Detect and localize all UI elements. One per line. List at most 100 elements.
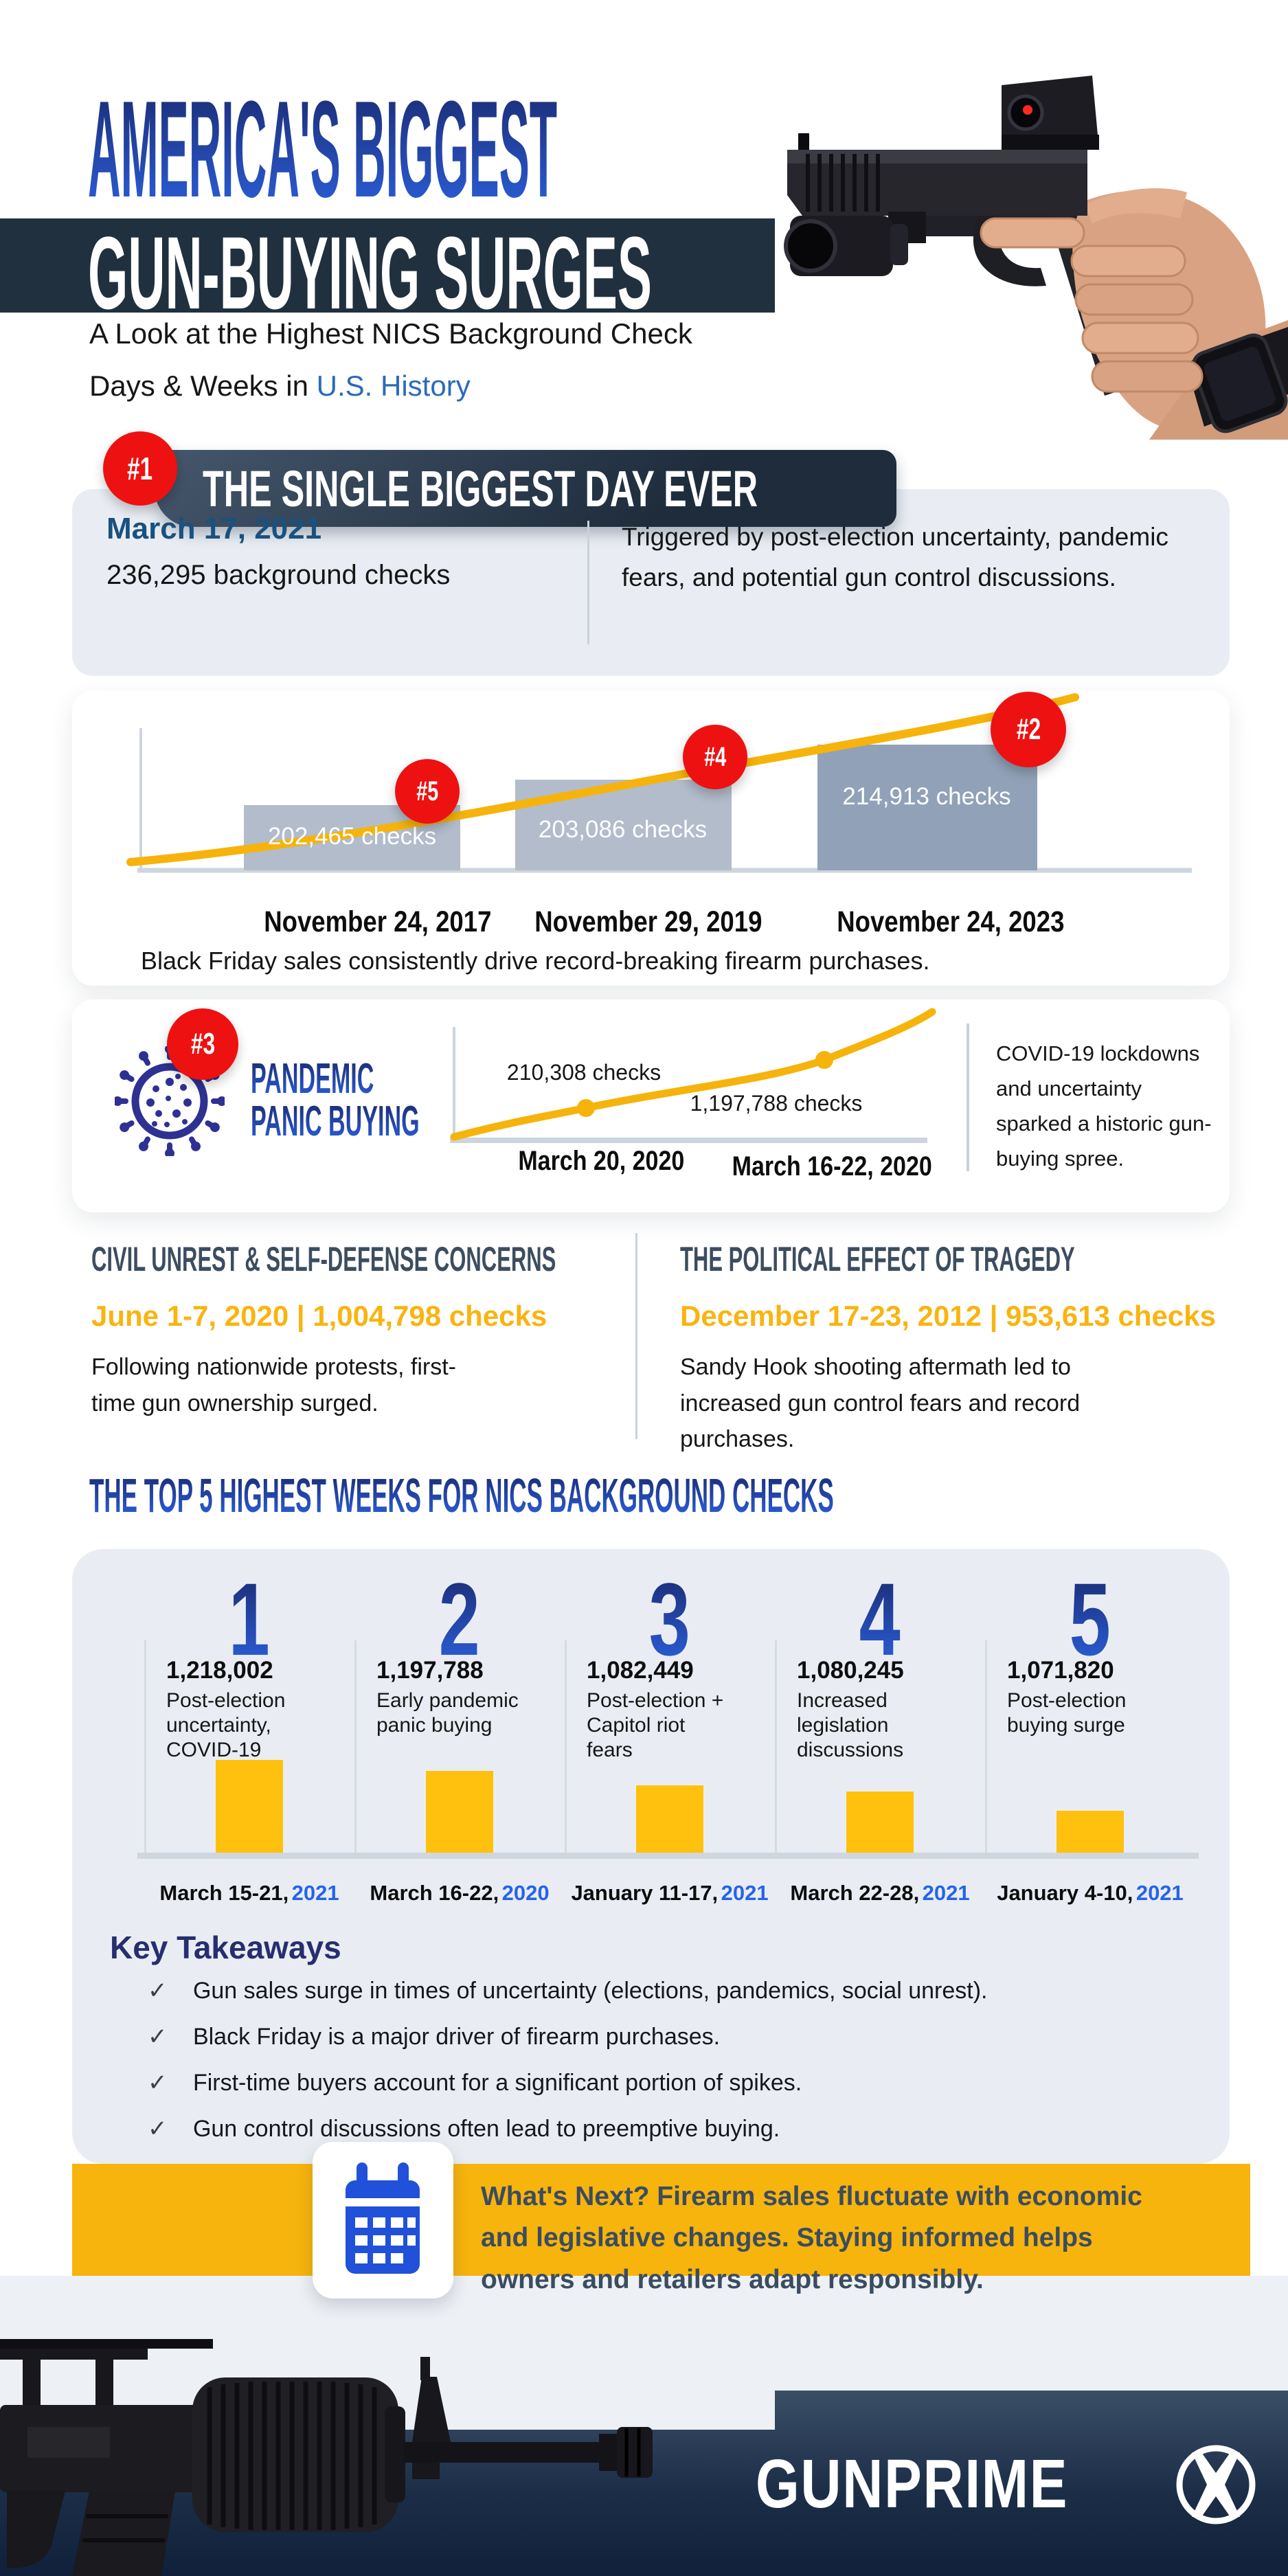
calendar-icon: [346, 2162, 420, 2274]
event-civil-unrest-stat: June 1-7, 2020 | 1,004,798 checks: [91, 1300, 547, 1332]
top5-value-2: 1,197,788: [376, 1657, 484, 1684]
bf-bar-label-2017: 202,465 checks: [267, 823, 437, 850]
brand-logo-icon: [1176, 2445, 1256, 2524]
bf-bar-label-2019: 203,086 checks: [538, 816, 708, 843]
check-icon: ✓: [148, 2116, 168, 2142]
takeaway-item-2: ✓ Black Friday is a major driver of fire…: [148, 2024, 721, 2050]
top5-desc-5: Post-election buying surge: [1007, 1689, 1127, 1737]
top5-date-2: March 16-22, 2020: [370, 1881, 550, 1905]
event-tragedy-stat: December 17-23, 2012 | 953,613 checks: [680, 1300, 1216, 1332]
pandemic-description: COVID-19 lockdowns and uncertainty spark…: [996, 1041, 1212, 1171]
top5-rank-4: 4: [859, 1561, 901, 1677]
bf-trend-curve: [126, 693, 1079, 866]
top5-divider-4: [985, 1640, 987, 1853]
top5-value-3: 1,082,449: [587, 1657, 694, 1684]
subtitle-highlight: U.S. History: [316, 370, 471, 402]
top5-date-4: March 22-28, 2021: [790, 1881, 970, 1905]
single-day-heading-bar: THE SINGLE BIGGEST DAY EVER: [155, 450, 896, 527]
top5-rank-1: 1: [228, 1561, 271, 1677]
top5-rank-5: 5: [1069, 1561, 1111, 1677]
takeaway-item-4: ✓ Gun control discussions often lead to …: [148, 2116, 780, 2142]
top5-divider-1: [354, 1640, 357, 1853]
black-friday-chart: [126, 693, 1192, 873]
bf-bar-label-2023: 214,913 checks: [842, 783, 1011, 810]
subtitle-line2-prefix: Days & Weeks in: [89, 370, 317, 402]
brand-logo: GUNPRIME: [756, 2450, 1137, 2518]
top5-desc-4: Increased legislation discussions: [797, 1689, 904, 1761]
pandemic-title-line2: PANIC BUYING: [251, 1098, 420, 1145]
takeaway-item-1: ✓ Gun sales surge in times of uncertaint…: [148, 1978, 988, 2004]
pandemic-point-1: [577, 1099, 595, 1117]
rank-badge-1: #1: [103, 431, 177, 506]
whats-next-band: [72, 2164, 1250, 2276]
bf-date-2023: November 24, 2023: [837, 905, 1065, 938]
event-tragedy-description: Sandy Hook shooting aftermath led to inc…: [680, 1354, 1081, 1453]
top5-bar-3: [636, 1785, 703, 1853]
subtitle-line2: Days & Weeks in U.S. History: [89, 370, 471, 403]
top5-divider-0: [144, 1640, 146, 1853]
page-title-line1-text: AMERICA'S BIGGEST: [88, 73, 558, 226]
rank-badge-1-label: #1: [127, 451, 153, 486]
event-tragedy-heading: THE POLITICAL EFFECT OF TRAGEDY: [680, 1240, 1075, 1278]
check-icon: ✓: [148, 2070, 168, 2096]
pandemic-point-2: [815, 1051, 833, 1069]
single-day-stat: 236,295 background checks: [106, 560, 451, 590]
top5-desc-2: Early pandemic panic buying: [376, 1689, 519, 1737]
events-divider: [635, 1233, 637, 1439]
top5-bar-5: [1057, 1811, 1124, 1853]
red-dot-sight: [1023, 105, 1032, 115]
header-section: AMERICA'S BIGGEST GUN-BUYING SURGES: [0, 0, 1288, 453]
pandemic-card: [72, 999, 1230, 1212]
rank-badge-4: #4: [683, 725, 747, 789]
subtitle-line1: A Look at the Highest NICS Background Ch…: [89, 317, 692, 350]
single-day-description: Triggered by post-election uncertainty, …: [622, 523, 1168, 592]
top5-bar-1: [216, 1760, 283, 1853]
top5-value-5: 1,071,820: [1007, 1657, 1114, 1684]
top5-baseline: [137, 1853, 1199, 1859]
event-civil-unrest-description: Following nationwide protests, first-tim…: [91, 1354, 457, 1416]
black-friday-card: [72, 690, 1230, 986]
top5-bar-2: [426, 1771, 493, 1853]
black-friday-caption: Black Friday sales consistently drive re…: [141, 947, 930, 975]
pandemic-point2-label: 1,197,788 checks: [690, 1091, 863, 1116]
pandemic-point1-label: 210,308 checks: [506, 1060, 662, 1085]
top5-date-1: March 15-21, 2021: [159, 1881, 339, 1905]
top5-desc-1: Post-election uncertainty, COVID-19: [166, 1689, 286, 1761]
page-title-line2-text: GUN-BUYING SURGES: [88, 215, 652, 330]
check-icon: ✓: [148, 1978, 168, 2004]
pandemic-point1-date: March 20, 2020: [518, 1146, 685, 1176]
top5-rank-3: 3: [648, 1561, 691, 1677]
bf-bar-2023: [817, 745, 1037, 870]
page-title-line1: AMERICA'S BIGGEST: [88, 81, 1288, 218]
whats-next-text: What's Next? Firearm sales fluctuate wit…: [481, 2182, 1142, 2294]
top5-bar-4: [846, 1792, 914, 1853]
rank-badge-2: #2: [991, 692, 1066, 767]
pistol-photo: [775, 25, 1288, 440]
page-title-line2: GUN-BUYING SURGES: [88, 221, 1216, 324]
rifle-photo: [0, 2339, 653, 2576]
top5-divider-2: [565, 1640, 567, 1853]
bf-date-2019: November 29, 2019: [534, 905, 762, 938]
top5-date-3: January 11-17, 2021: [571, 1881, 769, 1905]
top5-value-4: 1,080,245: [797, 1657, 904, 1684]
event-civil-unrest-heading: CIVIL UNREST & SELF-DEFENSE CONCERNS: [91, 1240, 556, 1278]
top5-divider-3: [775, 1640, 777, 1853]
single-day-date: March 17, 2021: [106, 512, 322, 545]
brand-logo-text: GUNPRIME: [756, 2445, 1069, 2522]
single-day-heading: THE SINGLE BIGGEST DAY EVER: [203, 460, 758, 517]
pandemic-title-line1: PANDEMIC: [251, 1055, 374, 1103]
key-takeaways-heading: Key Takeaways: [110, 1930, 341, 1965]
rank-badge-5: #5: [395, 759, 460, 824]
event-tragedy: THE POLITICAL EFFECT OF TRAGEDY December…: [680, 1242, 1230, 1458]
top5-date-5: January 4-10, 2021: [997, 1881, 1184, 1905]
check-icon: ✓: [148, 2024, 168, 2050]
pandemic-curve: [450, 1008, 936, 1141]
top5-value-1: 1,218,002: [166, 1657, 273, 1684]
pandemic-chart: [450, 1008, 969, 1171]
top5-title: THE TOP 5 HIGHEST WEEKS FOR NICS BACKGRO…: [89, 1469, 834, 1522]
rank-badge-3: #3: [167, 1008, 238, 1080]
top5-rank-2: 2: [438, 1561, 481, 1677]
event-civil-unrest: CIVIL UNREST & SELF-DEFENSE CONCERNS Jun…: [91, 1242, 613, 1421]
pandemic-point2-date: March 16-22, 2020: [732, 1151, 932, 1182]
top5-desc-3: Post-election + Capitol riot fears: [587, 1689, 724, 1761]
